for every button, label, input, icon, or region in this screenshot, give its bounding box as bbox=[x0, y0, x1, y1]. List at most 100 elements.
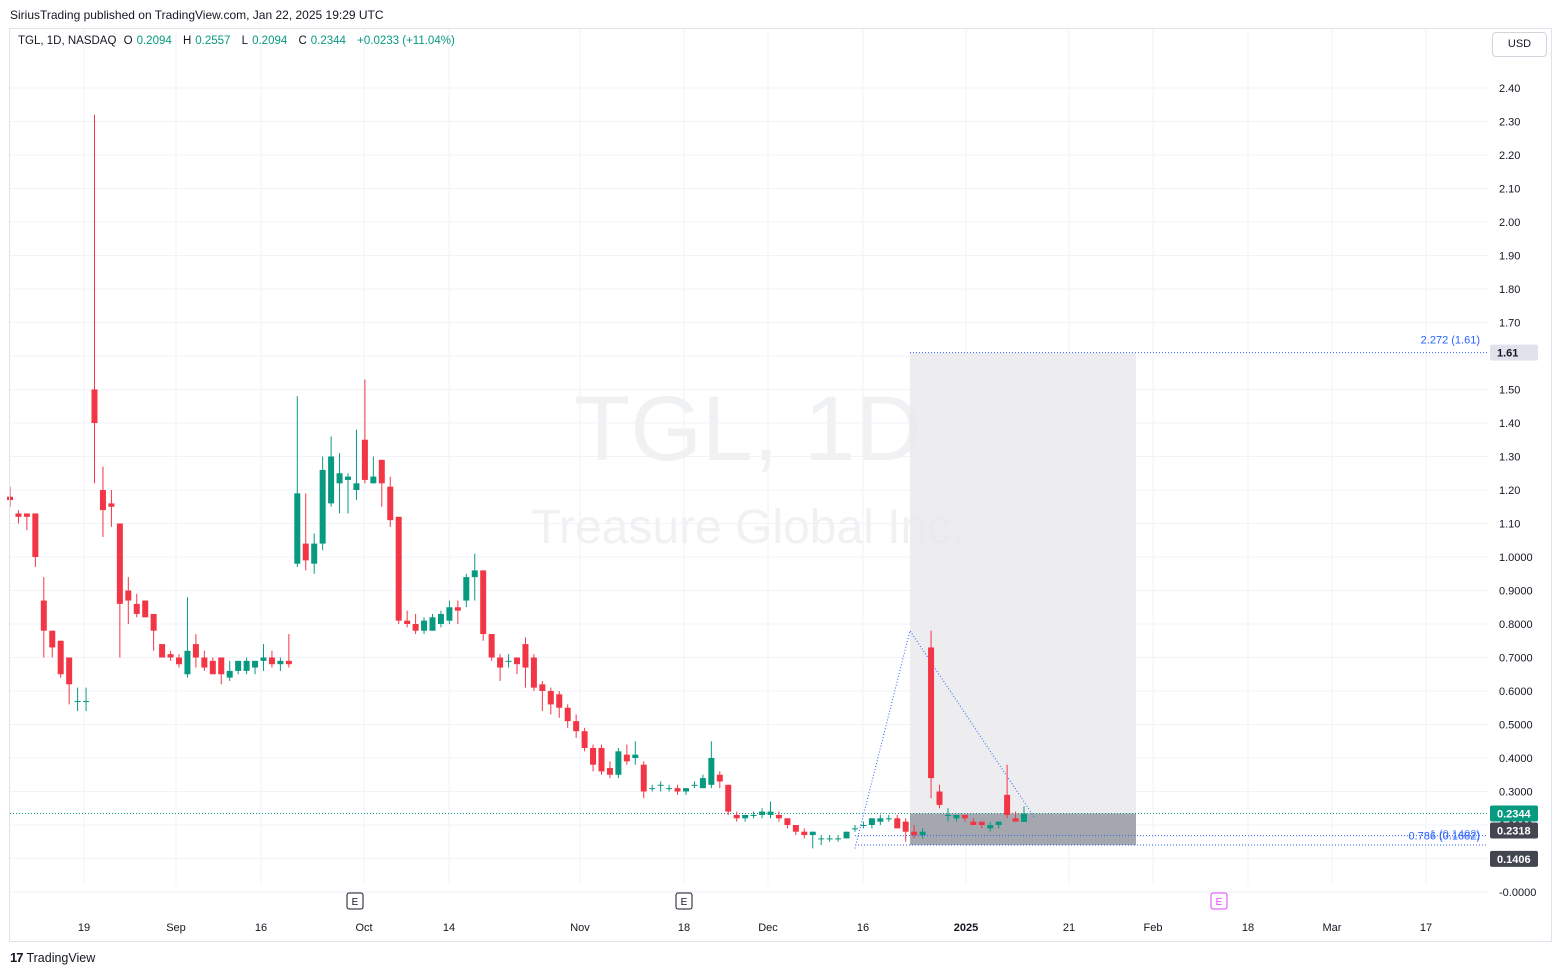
candle-body bbox=[23, 513, 30, 517]
candle bbox=[530, 654, 537, 691]
candle bbox=[429, 613, 436, 631]
candle bbox=[590, 744, 597, 772]
candle bbox=[125, 577, 132, 624]
candle bbox=[649, 784, 656, 792]
candle-body bbox=[387, 486, 394, 521]
time-tick-label: 17 bbox=[1420, 922, 1432, 934]
candle-body bbox=[7, 496, 13, 501]
candle bbox=[361, 379, 368, 484]
price-tick-label: 0.3000 bbox=[1499, 787, 1533, 799]
candle-body bbox=[471, 570, 478, 578]
candle bbox=[243, 657, 250, 675]
candle bbox=[57, 640, 64, 678]
candle-body bbox=[260, 657, 267, 661]
candle bbox=[378, 459, 385, 507]
target-price-badge: 1.61 bbox=[1490, 344, 1538, 361]
earnings-marker-icon[interactable]: E bbox=[675, 892, 693, 910]
drawings-layer[interactable]: 2.272 (1.61) 0.786 (0.1682)1 (0.1402) bbox=[10, 335, 1488, 849]
time-axis[interactable]: 19 Sep 16 Oct 14 Nov 18 Dec 16 2025 21 Feb 18 Mar 17 E E… bbox=[78, 892, 1432, 934]
time-tick-label: 21 bbox=[1063, 922, 1075, 934]
candle bbox=[116, 523, 123, 658]
candle bbox=[809, 831, 816, 849]
candle-body bbox=[944, 814, 951, 816]
candle-body bbox=[987, 825, 994, 829]
candle-body bbox=[370, 476, 377, 484]
earnings-marker-box bbox=[675, 892, 693, 910]
footer-brand[interactable]: 17 TradingView bbox=[10, 950, 95, 965]
candle bbox=[370, 456, 377, 484]
time-tick-label: Dec bbox=[758, 922, 778, 934]
candle-body bbox=[590, 747, 597, 765]
candle bbox=[970, 818, 977, 825]
candle bbox=[83, 687, 90, 712]
price-tick-label: 0.7000 bbox=[1499, 653, 1533, 665]
candle bbox=[556, 691, 563, 718]
candle-body bbox=[421, 620, 428, 631]
candle bbox=[767, 801, 774, 819]
low-label: L bbox=[241, 35, 249, 47]
candle bbox=[167, 650, 174, 661]
open-value: 0.2094 bbox=[136, 35, 172, 47]
candle-body bbox=[49, 630, 56, 648]
candle-body bbox=[581, 731, 588, 748]
earnings-marker-box bbox=[1210, 892, 1228, 910]
candle-body bbox=[547, 691, 554, 705]
candle-body bbox=[142, 600, 149, 618]
grid-lines bbox=[10, 29, 1488, 893]
candle bbox=[1021, 806, 1027, 822]
time-tick-label: 19 bbox=[78, 922, 90, 934]
top-bar: SiriusTrading published on TradingView.c… bbox=[0, 0, 1561, 28]
candle bbox=[40, 577, 47, 658]
time-tick-label: 2025 bbox=[954, 922, 978, 934]
time-tick-label: 14 bbox=[443, 922, 455, 934]
candle bbox=[606, 761, 613, 779]
price-axis[interactable]: 2.402.302.202.102.001.901.801.701.601.50… bbox=[1490, 83, 1538, 899]
candle-body bbox=[683, 788, 689, 792]
candle bbox=[218, 657, 225, 685]
earnings-marker-icon[interactable]: E bbox=[346, 892, 364, 910]
candle-body bbox=[66, 657, 73, 685]
chart-frame bbox=[9, 28, 1552, 942]
candle bbox=[192, 634, 199, 668]
candle-body bbox=[201, 657, 208, 668]
candle-body bbox=[184, 650, 191, 675]
price-tick-label: 0.8000 bbox=[1499, 619, 1533, 631]
candle bbox=[497, 654, 504, 681]
candle-body bbox=[674, 788, 681, 792]
candle bbox=[328, 436, 335, 507]
level-b-badge-bg bbox=[1490, 850, 1538, 867]
symbol-info[interactable]: TGL, 1D, NASDAQ bbox=[18, 35, 117, 47]
candle bbox=[176, 654, 182, 668]
candle-body bbox=[902, 821, 909, 832]
fib-label-upper: 2.272 (1.61) bbox=[1421, 335, 1480, 347]
target-zone[interactable] bbox=[910, 352, 1136, 814]
candle bbox=[742, 814, 749, 822]
candle-body bbox=[395, 516, 402, 621]
candle-body bbox=[708, 758, 715, 785]
candle bbox=[852, 825, 858, 832]
price-tick-label: 1.70 bbox=[1499, 318, 1520, 330]
candle-body bbox=[919, 831, 926, 836]
candle bbox=[843, 831, 850, 839]
published-text: SiriusTrading published on TradingView.c… bbox=[10, 8, 384, 22]
candle-body bbox=[99, 490, 106, 511]
candle bbox=[699, 774, 706, 789]
candle bbox=[32, 513, 39, 568]
candle-body bbox=[429, 617, 436, 631]
candle-body bbox=[835, 838, 842, 840]
candle-body bbox=[615, 751, 622, 775]
time-tick-label: Feb bbox=[1144, 922, 1163, 934]
candle-body bbox=[733, 814, 740, 819]
candle bbox=[302, 493, 309, 571]
earnings-marker-icon[interactable]: E bbox=[1210, 892, 1228, 910]
time-tick-label: 18 bbox=[678, 922, 690, 934]
candle-body bbox=[125, 590, 132, 601]
low-value: 0.2094 bbox=[252, 35, 288, 47]
candle bbox=[311, 533, 318, 574]
candle-body bbox=[623, 754, 630, 762]
candle-body bbox=[767, 811, 774, 815]
candle bbox=[978, 821, 985, 829]
candle bbox=[1012, 811, 1019, 822]
currency-button[interactable]: USD bbox=[1492, 32, 1547, 57]
